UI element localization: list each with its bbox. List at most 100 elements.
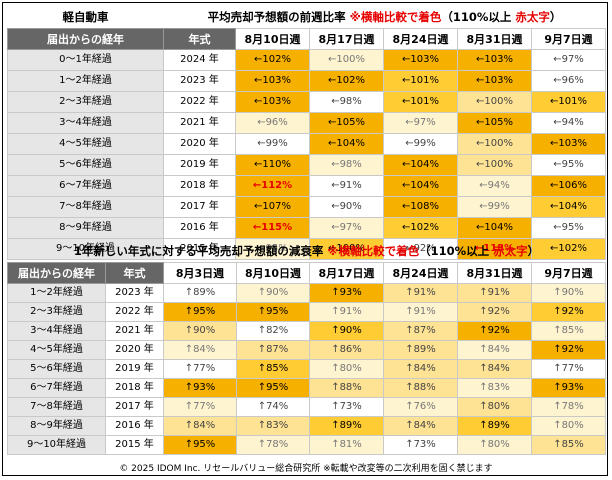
ratio-cell: ←97% [383, 112, 458, 134]
ratio-cell: ←101% [383, 91, 458, 113]
model-year: 2018 年 [105, 378, 164, 398]
ratio-cell: ↑95% [236, 378, 310, 398]
ratio-cell: ←103% [235, 91, 310, 113]
table-row: 4～5年経過 2020 年 ↑84% ↑87% ↑86% ↑89% ↑84% ↑92% [7, 340, 606, 360]
age-label: 5～6年経過 [7, 359, 106, 379]
table-row: 5～6年経過 2019 年 ↑77% ↑85% ↑80% ↑84% ↑84% ↑77% [7, 359, 606, 379]
ratio-cell: ↑80% [531, 416, 606, 436]
week-header: 8月17日週 [309, 262, 384, 284]
header-age: 届出からの経年 [7, 28, 164, 50]
ratio-cell: ↑87% [236, 340, 310, 360]
ratio-cell: ←90% [309, 196, 384, 218]
header-year: 年式 [105, 262, 164, 284]
ratio-cell: ↑78% [236, 435, 310, 455]
ratio-cell: ↑88% [309, 378, 384, 398]
ratio-cell: ←94% [530, 112, 607, 134]
age-label: 4～5年経過 [7, 133, 164, 155]
report-frame: 軽自動車 平均売却予想額の前週比率 ※横軸比較で着色（110%以上 赤太字） 届… [2, 2, 608, 476]
ratio-cell: ←103% [530, 133, 607, 155]
ratio-cell: ↑88% [383, 378, 458, 398]
ratio-cell: ↑91% [383, 302, 458, 322]
ratio-cell: ←95% [235, 238, 310, 260]
ratio-cell: ←103% [235, 70, 310, 92]
ratio-cell: ↑80% [457, 397, 532, 417]
table2-title: 1年新しい年式に対する平均売却予想額の減衰率 ※横軸比較で着色（110%以上 赤… [8, 242, 606, 263]
ratio-cell: ←104% [457, 217, 532, 239]
model-year: 2022 年 [163, 91, 236, 113]
ratio-cell: ←113% [457, 238, 532, 260]
model-year: 2023 年 [105, 283, 164, 303]
ratio-cell: ←98% [309, 91, 384, 113]
copyright-footer: © 2025 IDOM Inc. リセールバリュー総合研究所 ※転載や改変等の二… [119, 464, 493, 474]
model-year: 2017 年 [163, 196, 236, 218]
category-label: 軽自動車 [62, 10, 109, 25]
ratio-cell: ↑92% [457, 321, 532, 341]
table-row: 2～3年経過 2022 年 ←103% ←98% ←101% ←100% ←101% [7, 91, 607, 113]
ratio-cell: ←99% [235, 133, 310, 155]
ratio-cell: ↑95% [163, 302, 237, 322]
week-header: 8月24日週 [383, 262, 458, 284]
table2-title-main: 1年新しい年式に対する平均売却予想額の減衰率 [73, 244, 324, 259]
ratio-cell: ↑92% [531, 340, 606, 360]
table1-title-red: 赤太字 [515, 10, 550, 25]
ratio-cell: ←101% [383, 70, 458, 92]
ratio-cell: ←94% [457, 175, 532, 197]
ratio-cell: ←104% [530, 196, 607, 218]
ratio-cell: ↑78% [531, 397, 606, 417]
ratio-cell: ↑89% [383, 340, 458, 360]
table-row: 6～7年経過 2018 年 ↑93% ↑95% ↑88% ↑88% ↑83% ↑93% [7, 378, 606, 398]
model-year: 2024 年 [163, 49, 236, 71]
table2-title-note: ※横軸比較で着色 [327, 244, 420, 259]
ratio-cell: ↑89% [163, 283, 237, 303]
ratio-cell: ↑86% [309, 340, 384, 360]
ratio-cell: ←104% [383, 175, 458, 197]
ratio-cell: ↑93% [163, 378, 237, 398]
ratio-cell: ←100% [309, 49, 384, 71]
table1-title-close: ） [549, 10, 562, 25]
ratio-cell: ←95% [530, 217, 607, 239]
age-label: 3～4年経過 [7, 321, 106, 341]
age-label: 4～5年経過 [7, 340, 106, 360]
ratio-cell: ←100% [457, 133, 532, 155]
ratio-cell: ←104% [309, 133, 384, 155]
weekly-ratio-table: 軽自動車 平均売却予想額の前週比率 ※横軸比較で着色（110%以上 赤太字） 届… [7, 8, 607, 260]
ratio-cell: ←99% [383, 133, 458, 155]
model-year: 2021 年 [105, 321, 164, 341]
table-row: 0～1年経過 2024 年 ←102% ←100% ←103% ←103% ←97% [7, 49, 607, 71]
table-row: 1～2年経過 2023 年 ↑89% ↑90% ↑93% ↑91% ↑91% ↑90% [7, 283, 606, 303]
model-year: 2016 年 [163, 217, 236, 239]
model-year: 2021 年 [163, 112, 236, 134]
ratio-cell: ←106% [530, 175, 607, 197]
ratio-cell: ←100% [457, 91, 532, 113]
ratio-cell: ↑91% [383, 283, 458, 303]
ratio-cell: ↑77% [163, 397, 237, 417]
ratio-cell: ↑77% [163, 359, 237, 379]
model-year: 2023 年 [163, 70, 236, 92]
age-label: 6～7年経過 [7, 175, 164, 197]
model-year: 2019 年 [105, 359, 164, 379]
ratio-cell: ←103% [383, 49, 458, 71]
age-label: 8～9年経過 [7, 217, 164, 239]
ratio-cell: ↑84% [383, 359, 458, 379]
week-header: 8月17日週 [309, 28, 384, 50]
table-row: 8～9年経過 2016 年 ←115% ←97% ←102% ←104% ←95% [7, 217, 607, 239]
week-header: 8月24日週 [383, 28, 458, 50]
table2-title-close: ） [527, 244, 540, 259]
age-label: 1～2年経過 [7, 70, 164, 92]
ratio-cell: ↑73% [309, 397, 384, 417]
week-header: 8月31日週 [457, 28, 532, 50]
ratio-cell: ↑90% [236, 283, 310, 303]
ratio-cell: ←102% [530, 238, 607, 260]
table-row: 9～10年経過 2015 年 ↑95% ↑78% ↑81% ↑73% ↑80% ↑85% [7, 435, 606, 455]
age-label: 6～7年経過 [7, 378, 106, 398]
ratio-cell: ←91% [309, 175, 384, 197]
ratio-cell: ←102% [235, 49, 310, 71]
ratio-cell: ←103% [457, 70, 532, 92]
ratio-cell: ↑93% [309, 283, 384, 303]
age-label: 7～8年経過 [7, 196, 164, 218]
model-year: 2019 年 [163, 154, 236, 176]
ratio-cell: ↑80% [309, 359, 384, 379]
week-header: 8月10日週 [236, 262, 310, 284]
model-year: 2016 年 [105, 416, 164, 436]
ratio-cell: ↑90% [309, 321, 384, 341]
